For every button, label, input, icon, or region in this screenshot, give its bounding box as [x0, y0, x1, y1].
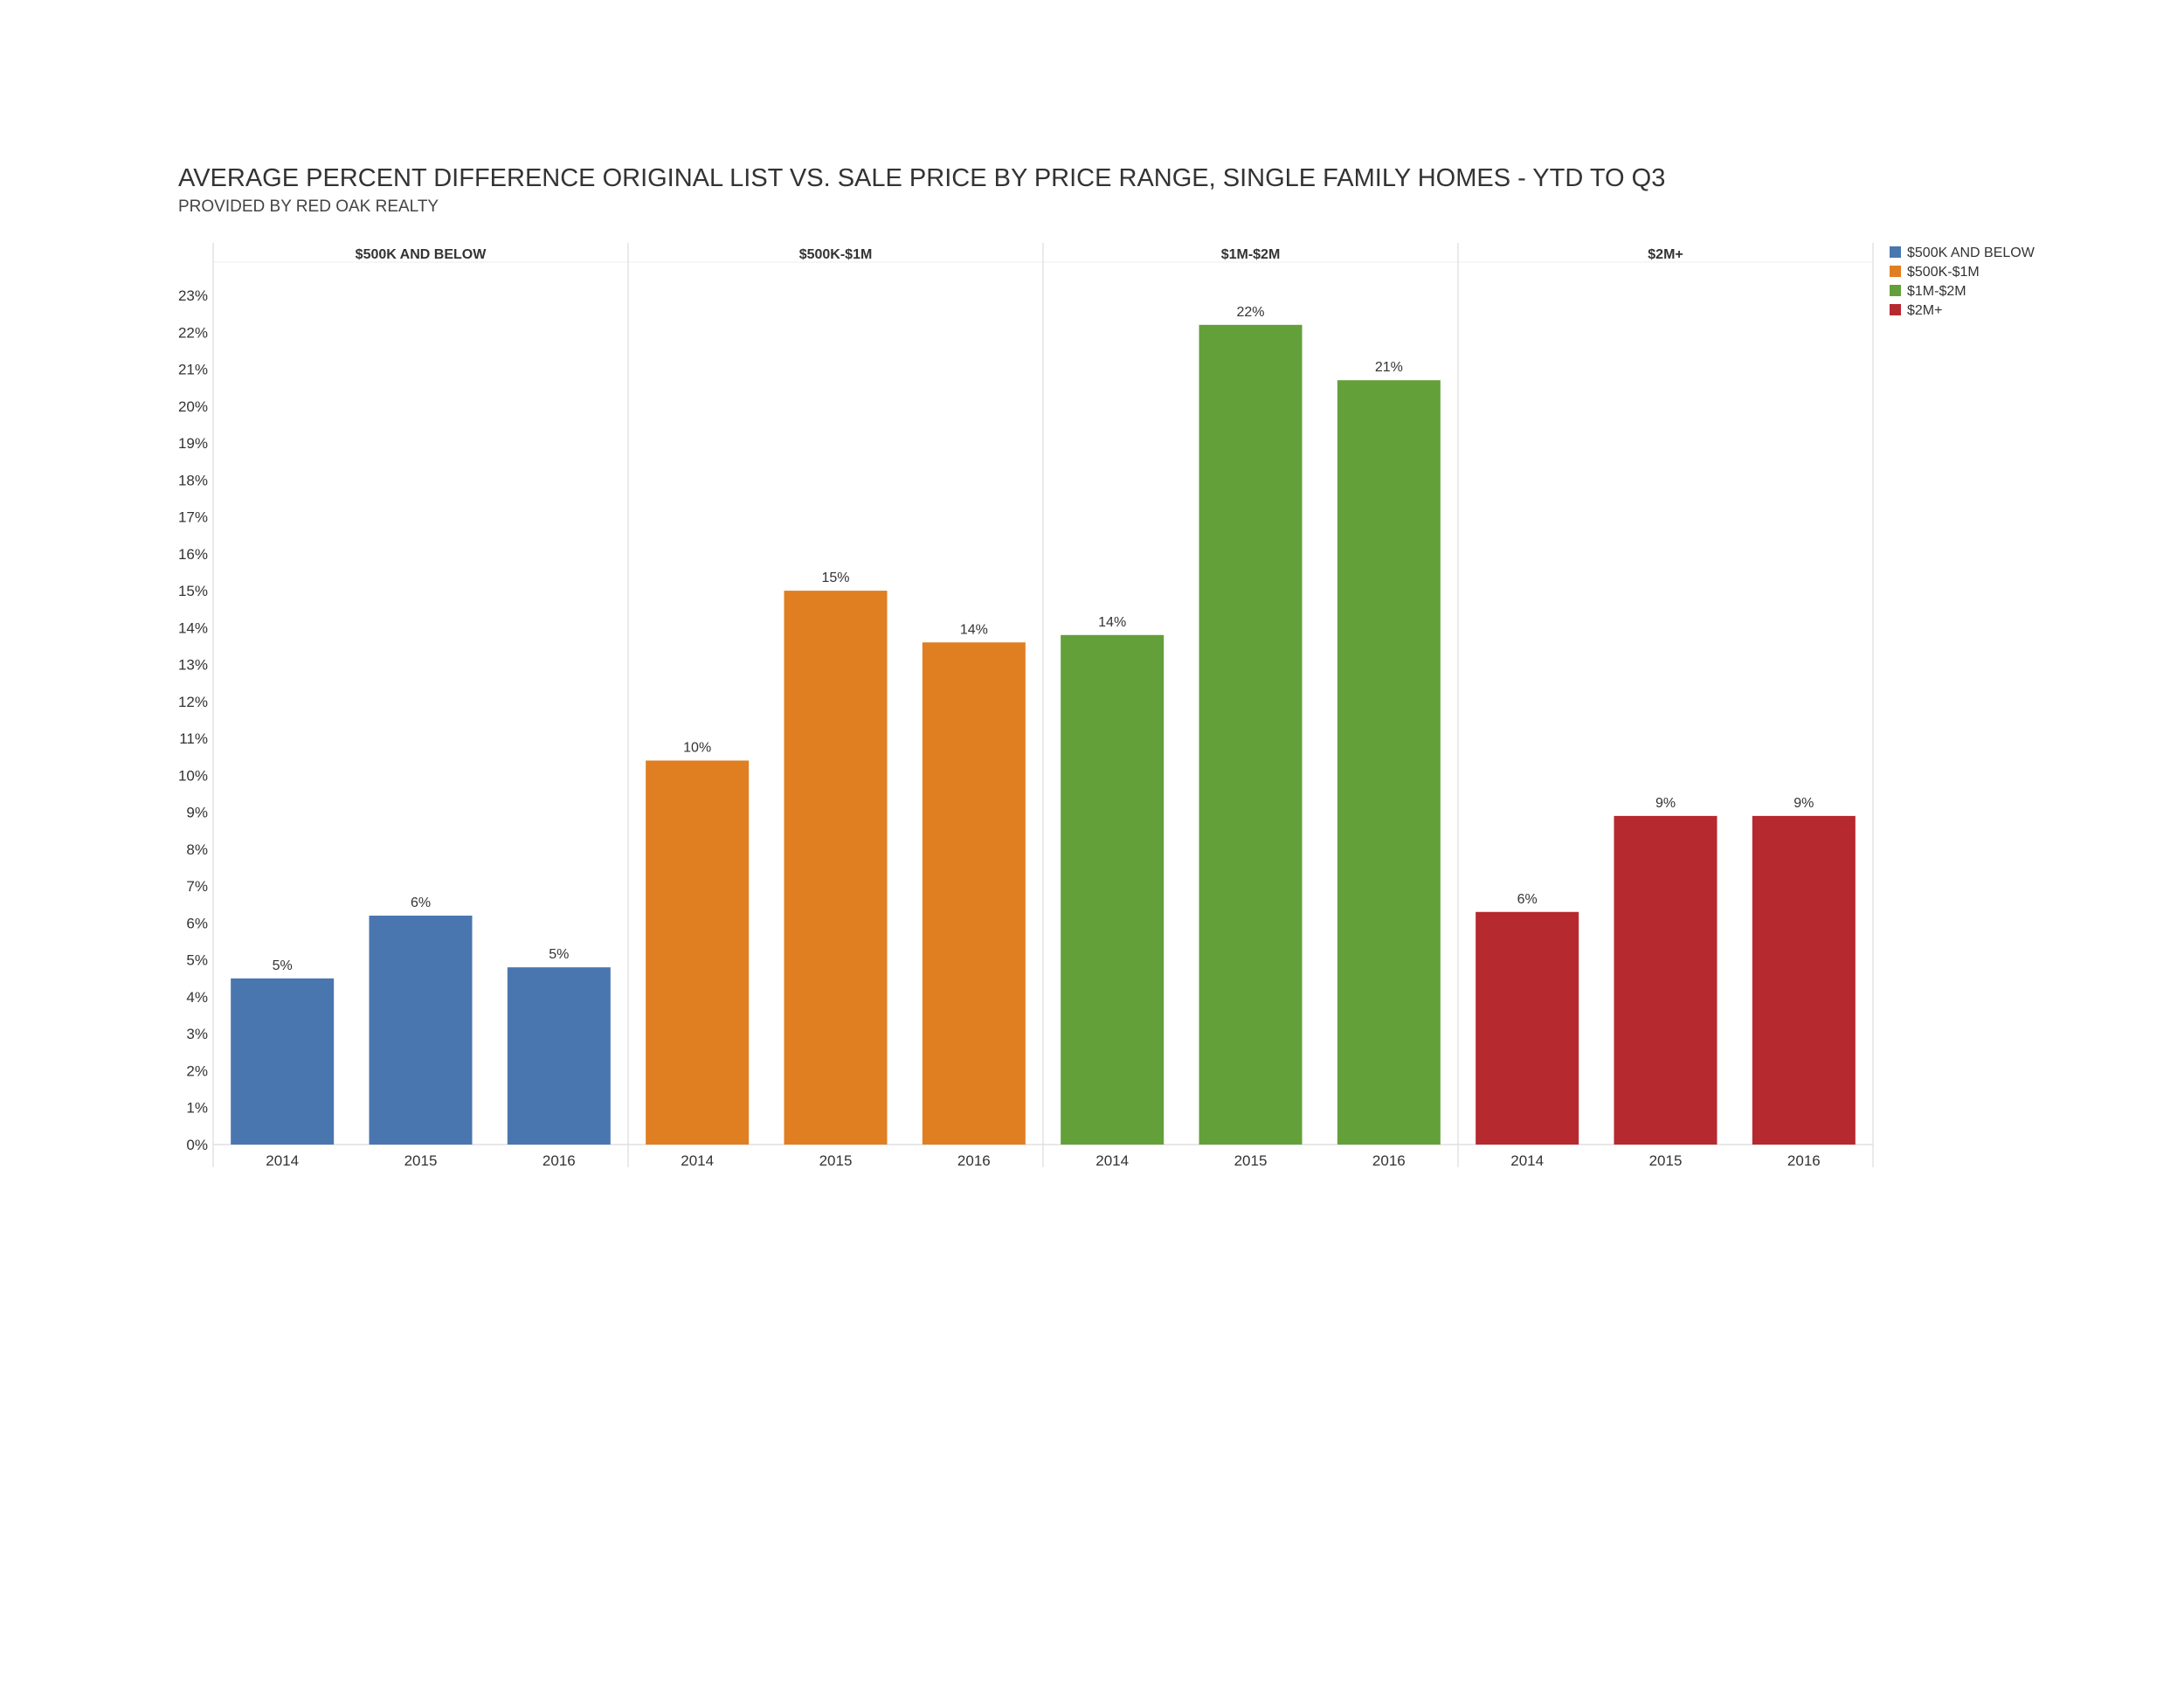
y-tick-label: 5%	[186, 952, 208, 969]
y-tick-label: 8%	[186, 841, 208, 858]
bar-value-label: 9%	[1655, 796, 1676, 811]
bar-value-label: 9%	[1794, 796, 1814, 811]
y-tick-label: 1%	[186, 1100, 208, 1117]
bar	[646, 760, 750, 1145]
x-tick-label: 2015	[1649, 1152, 1683, 1169]
y-tick-label: 9%	[186, 805, 208, 821]
y-tick-label: 13%	[178, 657, 208, 674]
y-tick-label: 21%	[178, 362, 208, 378]
legend-label: $2M+	[1907, 303, 1942, 318]
bar	[1614, 815, 1717, 1145]
bar-value-label: 14%	[1098, 615, 1126, 630]
y-tick-label: 12%	[178, 694, 208, 710]
bar-value-label: 6%	[411, 896, 431, 910]
bar-value-label: 15%	[821, 571, 849, 585]
legend-swatch	[1890, 304, 1901, 315]
bar-value-label: 5%	[549, 947, 569, 962]
bar	[1199, 324, 1303, 1145]
bar	[784, 591, 888, 1145]
y-tick-label: 16%	[178, 546, 208, 563]
legend-label: $1M-$2M	[1907, 284, 1966, 299]
y-tick-label: 20%	[178, 398, 208, 415]
y-tick-label: 14%	[178, 619, 208, 636]
y-tick-label: 18%	[178, 472, 208, 488]
bar	[507, 967, 611, 1145]
y-tick-label: 15%	[178, 583, 208, 599]
bar-value-label: 10%	[683, 740, 711, 755]
legend-swatch	[1890, 266, 1901, 277]
y-tick-label: 4%	[186, 989, 208, 1006]
x-tick-label: 2015	[819, 1152, 853, 1169]
x-tick-label: 2014	[1095, 1152, 1129, 1169]
x-tick-label: 2014	[681, 1152, 714, 1169]
chart-subtitle: PROVIDED BY RED OAK REALTY	[178, 197, 439, 216]
x-tick-label: 2016	[1372, 1152, 1406, 1169]
legend-label: $500K-$1M	[1907, 265, 1980, 280]
bar	[231, 978, 335, 1145]
y-tick-label: 11%	[179, 730, 208, 747]
bar-value-label: 5%	[273, 958, 293, 973]
bar	[369, 915, 473, 1145]
y-tick-label: 23%	[178, 287, 208, 304]
y-tick-label: 10%	[178, 767, 208, 784]
bar-value-label: 14%	[960, 622, 988, 637]
bar	[1061, 634, 1165, 1145]
y-tick-label: 19%	[178, 435, 208, 452]
y-tick-label: 7%	[186, 878, 208, 895]
bar	[1337, 380, 1441, 1145]
x-tick-label: 2015	[404, 1152, 438, 1169]
y-tick-label: 3%	[186, 1026, 208, 1042]
legend-swatch	[1890, 285, 1901, 296]
legend-label: $500K AND BELOW	[1907, 246, 2035, 260]
y-tick-label: 22%	[178, 324, 208, 341]
x-tick-label: 2014	[1510, 1152, 1544, 1169]
bar	[1752, 815, 1856, 1145]
bar	[1476, 911, 1579, 1145]
bar-value-label: 21%	[1375, 360, 1403, 375]
panel-header-label: $500K AND BELOW	[356, 247, 487, 262]
panel-header-label: $500K-$1M	[799, 247, 873, 262]
panel-header-label: $1M-$2M	[1221, 247, 1281, 262]
bar-value-label: 6%	[1517, 892, 1538, 907]
y-tick-label: 17%	[178, 509, 208, 526]
bar	[922, 642, 1026, 1145]
y-tick-label: 6%	[186, 915, 208, 931]
x-tick-label: 2015	[1234, 1152, 1268, 1169]
y-tick-label: 2%	[186, 1062, 208, 1079]
x-tick-label: 2016	[543, 1152, 576, 1169]
x-tick-label: 2016	[957, 1152, 991, 1169]
x-tick-label: 2016	[1787, 1152, 1821, 1169]
bar-value-label: 22%	[1236, 305, 1264, 320]
x-tick-label: 2014	[266, 1152, 299, 1169]
panel-header-label: $2M+	[1648, 247, 1683, 262]
legend-swatch	[1890, 246, 1901, 258]
chart-title: AVERAGE PERCENT DIFFERENCE ORIGINAL LIST…	[178, 164, 1666, 192]
y-tick-label: 0%	[186, 1137, 208, 1153]
